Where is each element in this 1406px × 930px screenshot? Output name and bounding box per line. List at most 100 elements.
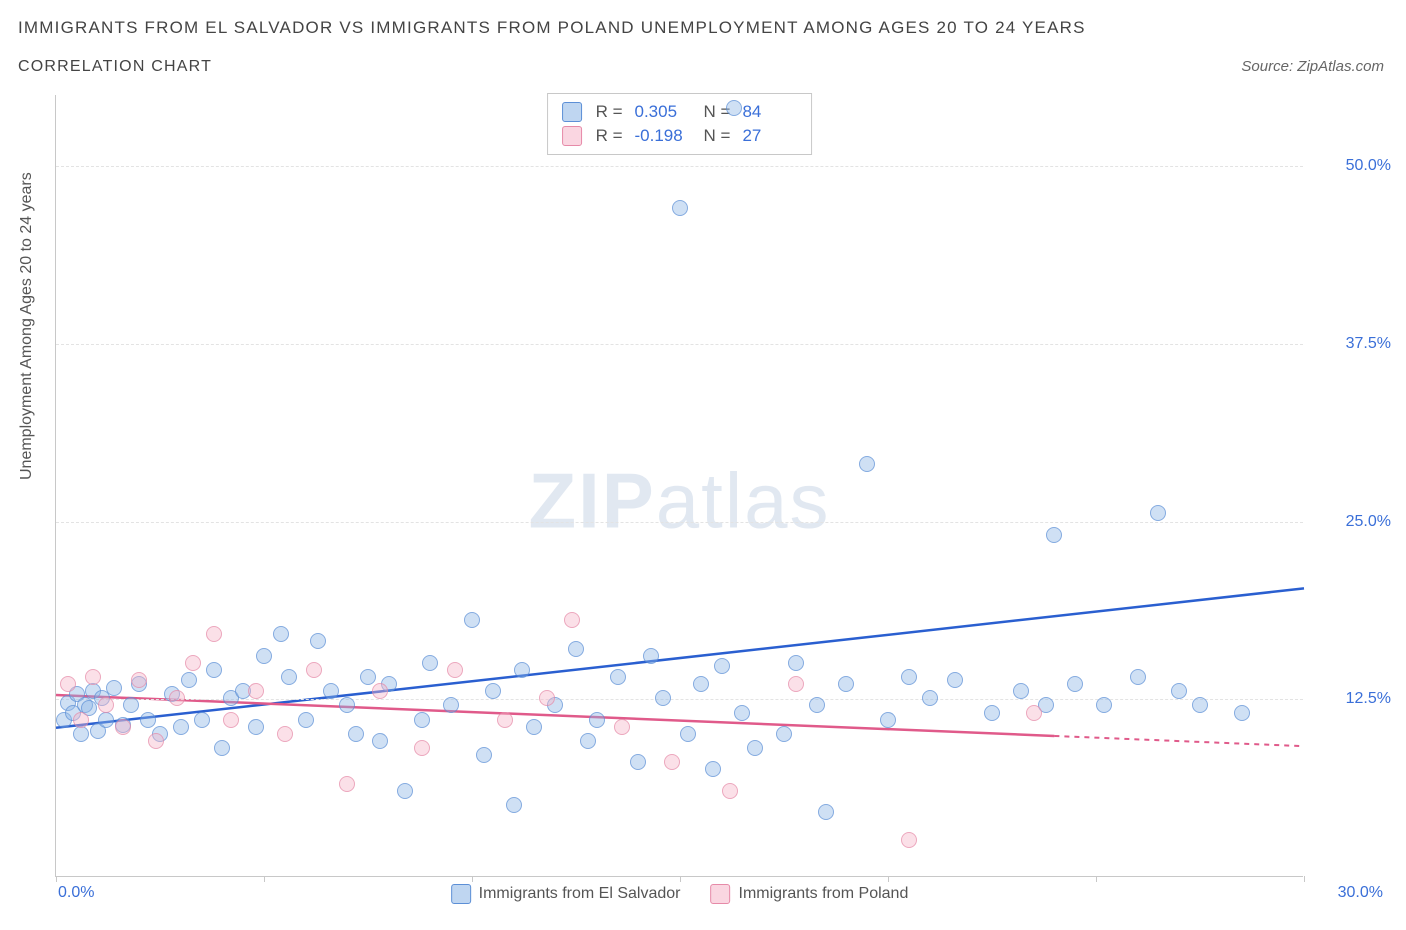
legend-item-poland: Immigrants from Poland <box>711 884 909 904</box>
chart-title: IMMIGRANTS FROM EL SALVADOR VS IMMIGRANT… <box>18 18 1086 38</box>
data-point-poland <box>223 712 239 728</box>
data-point-el_salvador <box>922 690 938 706</box>
source-prefix: Source: <box>1241 58 1297 75</box>
data-point-el_salvador <box>1130 669 1146 685</box>
data-point-poland <box>372 683 388 699</box>
y-tick-label: 12.5% <box>1311 690 1391 708</box>
y-axis-label: Unemployment Among Ages 20 to 24 years <box>18 172 36 480</box>
data-point-el_salvador <box>809 697 825 713</box>
data-point-el_salvador <box>323 683 339 699</box>
data-point-el_salvador <box>1192 697 1208 713</box>
data-point-el_salvador <box>256 648 272 664</box>
data-point-el_salvador <box>705 761 721 777</box>
data-point-el_salvador <box>360 669 376 685</box>
data-point-el_salvador <box>1046 527 1062 543</box>
x-tick-mark <box>264 876 265 882</box>
data-point-poland <box>248 683 264 699</box>
data-point-el_salvador <box>838 676 854 692</box>
series-legend: Immigrants from El Salvador Immigrants f… <box>451 884 909 904</box>
x-tick-mark <box>680 876 681 882</box>
data-point-poland <box>306 662 322 678</box>
data-point-el_salvador <box>206 662 222 678</box>
data-point-el_salvador <box>901 669 917 685</box>
data-point-el_salvador <box>506 797 522 813</box>
data-point-el_salvador <box>568 641 584 657</box>
data-point-poland <box>539 690 555 706</box>
data-point-el_salvador <box>485 683 501 699</box>
data-point-el_salvador <box>818 804 834 820</box>
data-point-el_salvador <box>693 676 709 692</box>
legend-label: Immigrants from Poland <box>739 885 909 903</box>
data-point-el_salvador <box>526 719 542 735</box>
data-point-el_salvador <box>443 697 459 713</box>
data-point-el_salvador <box>1171 683 1187 699</box>
data-point-el_salvador <box>339 697 355 713</box>
data-point-poland <box>1026 705 1042 721</box>
data-point-el_salvador <box>194 712 210 728</box>
data-point-el_salvador <box>714 658 730 674</box>
data-point-el_salvador <box>310 633 326 649</box>
data-point-el_salvador <box>734 705 750 721</box>
y-tick-label: 37.5% <box>1311 335 1391 353</box>
chart-subtitle: CORRELATION CHART <box>18 58 212 76</box>
data-point-poland <box>73 712 89 728</box>
data-point-poland <box>664 754 680 770</box>
data-point-el_salvador <box>984 705 1000 721</box>
gridline <box>56 522 1303 523</box>
data-point-el_salvador <box>106 680 122 696</box>
data-point-el_salvador <box>788 655 804 671</box>
data-point-el_salvador <box>181 672 197 688</box>
gridline <box>56 699 1303 700</box>
data-point-el_salvador <box>414 712 430 728</box>
data-point-el_salvador <box>1013 683 1029 699</box>
data-point-poland <box>85 669 101 685</box>
data-point-el_salvador <box>348 726 364 742</box>
data-point-el_salvador <box>643 648 659 664</box>
legend-label: Immigrants from El Salvador <box>479 885 681 903</box>
legend-item-el-salvador: Immigrants from El Salvador <box>451 884 681 904</box>
data-point-poland <box>339 776 355 792</box>
x-tick-mark <box>1304 876 1305 882</box>
trend-line-dashed-poland <box>1054 736 1304 746</box>
data-point-el_salvador <box>859 456 875 472</box>
data-point-poland <box>169 690 185 706</box>
data-point-el_salvador <box>422 655 438 671</box>
data-point-el_salvador <box>73 726 89 742</box>
source-name: ZipAtlas.com <box>1297 58 1384 75</box>
plot-area: ZIPatlas R = 0.305 N = 84 R = -0.198 N =… <box>55 95 1303 877</box>
data-point-poland <box>414 740 430 756</box>
trend-line-el_salvador <box>56 588 1304 727</box>
data-point-poland <box>614 719 630 735</box>
y-tick-label: 25.0% <box>1311 513 1391 531</box>
data-point-el_salvador <box>1150 505 1166 521</box>
data-point-el_salvador <box>476 747 492 763</box>
data-point-el_salvador <box>580 733 596 749</box>
swatch-poland <box>711 884 731 904</box>
data-point-poland <box>98 697 114 713</box>
x-tick-mark <box>472 876 473 882</box>
gridline <box>56 344 1303 345</box>
data-point-el_salvador <box>880 712 896 728</box>
data-point-el_salvador <box>372 733 388 749</box>
data-point-poland <box>206 626 222 642</box>
data-point-poland <box>722 783 738 799</box>
data-point-el_salvador <box>672 200 688 216</box>
data-point-el_salvador <box>140 712 156 728</box>
data-point-poland <box>60 676 76 692</box>
data-point-poland <box>277 726 293 742</box>
x-tick-mark <box>56 876 57 882</box>
data-point-el_salvador <box>610 669 626 685</box>
data-point-el_salvador <box>214 740 230 756</box>
data-point-el_salvador <box>514 662 530 678</box>
data-point-el_salvador <box>947 672 963 688</box>
data-point-poland <box>497 712 513 728</box>
data-point-el_salvador <box>776 726 792 742</box>
data-point-el_salvador <box>680 726 696 742</box>
data-point-el_salvador <box>630 754 646 770</box>
swatch-el-salvador <box>451 884 471 904</box>
x-tick-label: 0.0% <box>58 884 94 902</box>
data-point-el_salvador <box>281 669 297 685</box>
data-point-el_salvador <box>1067 676 1083 692</box>
data-point-poland <box>115 719 131 735</box>
source-attribution: Source: ZipAtlas.com <box>1241 58 1384 75</box>
